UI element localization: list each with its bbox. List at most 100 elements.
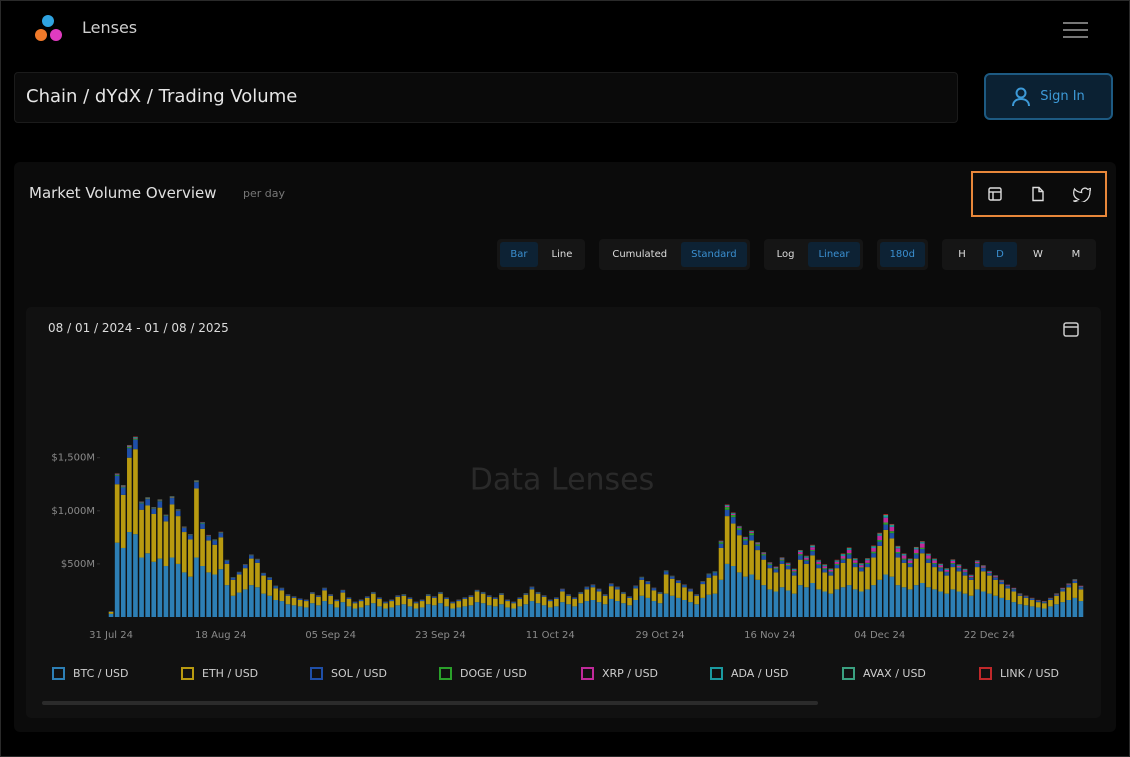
toggle-button[interactable]: Linear (808, 242, 860, 267)
bar-segment (401, 604, 407, 617)
toggle-button[interactable]: Cumulated (612, 249, 668, 260)
legend-label[interactable]: BTC / USD (73, 667, 129, 680)
bar-segment (578, 603, 584, 617)
sign-in-label: Sign In (1040, 89, 1085, 104)
bar-segment (511, 603, 516, 609)
legend-label[interactable]: AVAX / USD (863, 667, 926, 680)
toggle-button[interactable]: 180d (879, 242, 925, 267)
bar-segment (261, 575, 266, 594)
bar-segment (810, 551, 815, 556)
bar-segment (169, 497, 175, 499)
bar-segment (395, 595, 401, 597)
bar-segment (1029, 606, 1035, 617)
bar-segment (175, 563, 181, 617)
bar-segment (1029, 598, 1035, 601)
menu-button[interactable] (1062, 20, 1090, 40)
bar-segment (834, 561, 840, 564)
bar-segment (108, 611, 114, 612)
bar-segment (895, 548, 901, 553)
legend-swatch (710, 667, 723, 680)
bar-segment (926, 559, 931, 563)
bar-segment (145, 499, 150, 506)
logo-text[interactable]: Lenses (82, 18, 138, 37)
bar-segment (175, 510, 181, 517)
bar-segment (1035, 601, 1041, 603)
bar-segment (779, 559, 785, 561)
legend-label[interactable]: ETH / USD (202, 667, 258, 680)
scrollbar[interactable] (42, 701, 818, 705)
toggle-button[interactable]: D (983, 242, 1017, 267)
bar-segment (224, 585, 230, 617)
legend-label[interactable]: LINK / USD (1000, 667, 1059, 680)
bar-segment (816, 560, 821, 561)
bar-segment (724, 563, 730, 617)
bar-segment (718, 579, 724, 617)
bar-segment (456, 601, 462, 608)
bar-segment (682, 585, 687, 588)
bar-segment (517, 597, 523, 599)
bar-segment (999, 581, 1004, 585)
date-range[interactable]: 08 / 01 / 2024 - 01 / 08 / 2025 (48, 321, 229, 335)
bar-segment (907, 567, 913, 590)
bar-segment (200, 528, 205, 567)
bar-segment (486, 595, 492, 597)
bar-segment (249, 558, 254, 586)
bar-segment (541, 605, 547, 617)
bar-segment (383, 608, 388, 617)
bar-segment (346, 598, 352, 607)
bar-segment (834, 560, 840, 562)
toggle-group: Log Linear (763, 239, 863, 270)
file-icon[interactable] (1030, 186, 1046, 202)
bar-segment (828, 569, 834, 570)
toggle-button[interactable]: H (958, 249, 966, 260)
bar-segment (151, 508, 157, 514)
bar-segment (486, 596, 492, 606)
bar-segment (1066, 585, 1072, 588)
bar-segment (877, 579, 882, 617)
bar-segment (877, 545, 882, 580)
bar-segment (840, 559, 846, 563)
legend-label[interactable]: SOL / USD (331, 667, 387, 680)
toggle-button[interactable]: Line (551, 249, 573, 260)
bar-segment (1072, 580, 1078, 584)
bar-segment (993, 579, 998, 596)
bar-segment (694, 594, 699, 596)
legend-label[interactable]: XRP / USD (602, 667, 658, 680)
bar-segment (127, 457, 132, 533)
toggle-button[interactable]: M (1071, 249, 1081, 260)
bar-segment (188, 539, 193, 577)
bar-segment (926, 587, 931, 617)
bar-segment (737, 535, 742, 573)
bar-segment (968, 575, 974, 576)
twitter-icon[interactable] (1073, 186, 1092, 202)
bar-segment (364, 605, 370, 617)
bar-segment (371, 603, 376, 617)
toggle-button[interactable]: Bar (500, 242, 538, 267)
legend-label[interactable]: ADA / USD (731, 667, 789, 680)
bar-segment (438, 592, 443, 594)
calendar-icon[interactable] (1062, 320, 1080, 338)
bar-segment (822, 569, 828, 573)
bar-segment (169, 498, 175, 505)
toggle-button[interactable]: Log (776, 249, 795, 260)
bar-segment (352, 608, 358, 617)
legend-label[interactable]: DOGE / USD (460, 667, 527, 680)
bar-segment (438, 593, 443, 604)
bar-segment (743, 576, 748, 617)
toggle-button[interactable]: Standard (681, 242, 747, 267)
bar-segment (987, 575, 992, 594)
bar-segment (145, 553, 150, 617)
bar-segment (181, 532, 187, 573)
bar-segment (596, 591, 602, 603)
bar-segment (310, 592, 315, 594)
table-icon[interactable] (987, 186, 1003, 202)
toggle-button[interactable]: W (1033, 249, 1043, 260)
bar-segment (169, 504, 175, 558)
sign-in-button[interactable]: Sign In (984, 73, 1113, 120)
bar-segment (163, 515, 169, 517)
bar-segment (523, 604, 529, 617)
bar-segment (493, 598, 498, 607)
bar-segment (114, 474, 120, 476)
bar-segment (865, 589, 870, 617)
